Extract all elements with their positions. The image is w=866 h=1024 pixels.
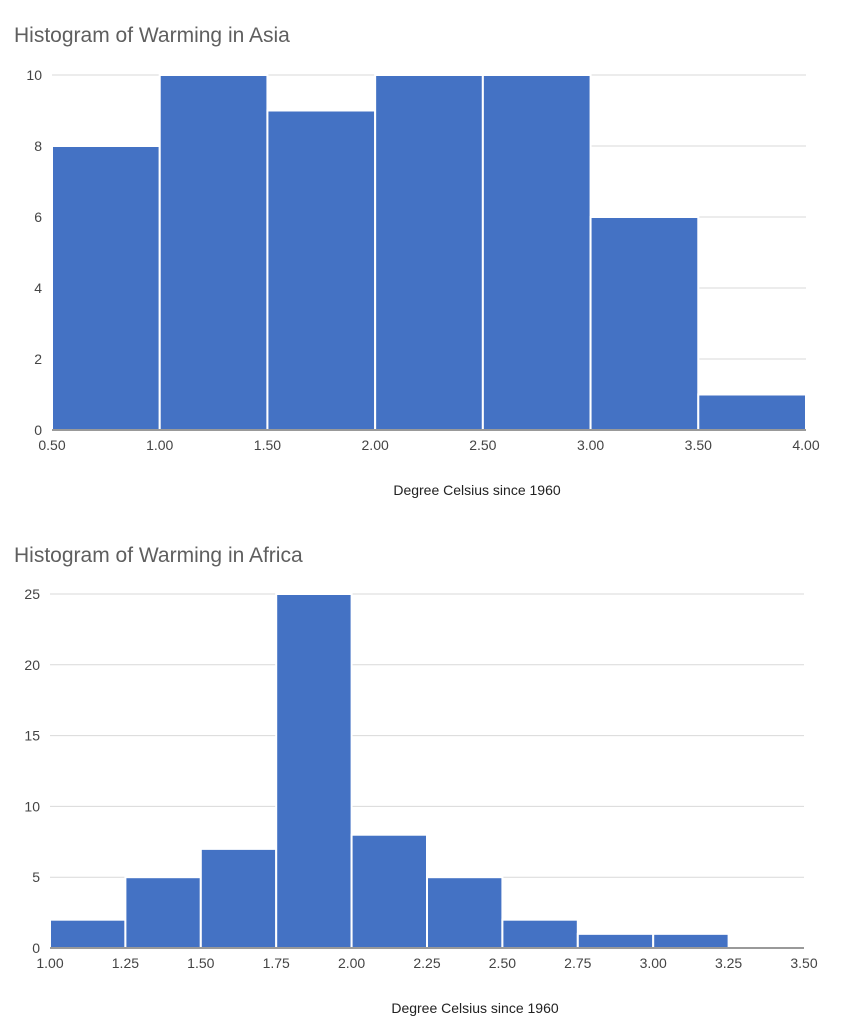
histogram-bar (158, 74, 269, 431)
histogram-bar (124, 876, 202, 950)
x-tick-label: 2.00 (338, 955, 365, 971)
y-tick-label: 2 (34, 351, 42, 367)
y-tick-label: 5 (32, 869, 40, 885)
x-tick-label: 1.75 (263, 955, 290, 971)
y-tick-label: 0 (34, 422, 42, 438)
histogram-bar (51, 145, 161, 431)
y-tick-label: 10 (24, 798, 40, 814)
histogram-bar (652, 932, 730, 949)
x-axis-title: Degree Celsius since 1960 (393, 482, 561, 498)
x-tick-label: 2.50 (469, 437, 496, 453)
histogram-bar (275, 593, 353, 949)
histogram-bar (350, 833, 429, 949)
x-tick-label: 1.00 (146, 437, 173, 453)
histogram-bar (199, 847, 278, 950)
x-tick-label: 1.00 (36, 955, 63, 971)
x-tick-label: 3.25 (715, 955, 742, 971)
histogram-bar (266, 109, 377, 431)
x-tick-label: 3.50 (685, 437, 712, 453)
histogram-bar (374, 74, 484, 431)
histogram-bar (426, 876, 504, 950)
y-tick-label: 8 (34, 138, 42, 154)
x-tick-label: 2.25 (413, 955, 440, 971)
histogram-bar (501, 918, 579, 949)
y-tick-label: 10 (26, 67, 42, 83)
y-tick-label: 6 (34, 209, 42, 225)
x-tick-label: 2.00 (362, 437, 389, 453)
histogram-bar (49, 918, 127, 949)
y-tick-label: 0 (32, 940, 40, 956)
x-tick-label: 1.25 (112, 955, 139, 971)
histogram-africa: 0 5 10 15 20 25 1.00 1.25 1.50 1.75 2.00 2.25 2.50 2.… (24, 586, 817, 1016)
chart-title: Histogram of Warming in Asia (14, 24, 290, 47)
chart-panel-asia: Histogram of Warming in Asia 0 2 4 6 8 10 0.50… (14, 24, 820, 498)
histogram-bar (697, 393, 807, 431)
x-tick-label: 1.50 (254, 437, 281, 453)
histogram-bar (481, 74, 592, 431)
chart-panel-africa: Histogram of Warming in Africa 0 5 10 15 20 2… (0, 520, 866, 1024)
x-tick-label: 1.50 (187, 955, 214, 971)
histogram-asia: 0 2 4 6 8 10 0.50 1.00 1.50 2.00 2.50 3.00 3.50 4.00 D… (26, 67, 819, 498)
histogram-bar (589, 216, 700, 431)
y-tick-label: 15 (24, 728, 40, 744)
x-tick-label: 4.00 (792, 437, 819, 453)
y-tick-label: 4 (34, 280, 42, 296)
histogram-bar (576, 932, 655, 949)
x-tick-label: 0.50 (38, 437, 65, 453)
x-tick-label: 3.50 (790, 955, 817, 971)
x-tick-label: 3.00 (640, 955, 667, 971)
x-axis-title: Degree Celsius since 1960 (391, 1000, 559, 1016)
chart-title: Histogram of Warming in Africa (14, 544, 303, 567)
x-tick-label: 3.00 (577, 437, 604, 453)
x-tick-label: 2.75 (564, 955, 591, 971)
x-tick-label: 2.50 (489, 955, 516, 971)
y-tick-label: 25 (24, 586, 40, 602)
y-tick-label: 20 (24, 657, 40, 673)
